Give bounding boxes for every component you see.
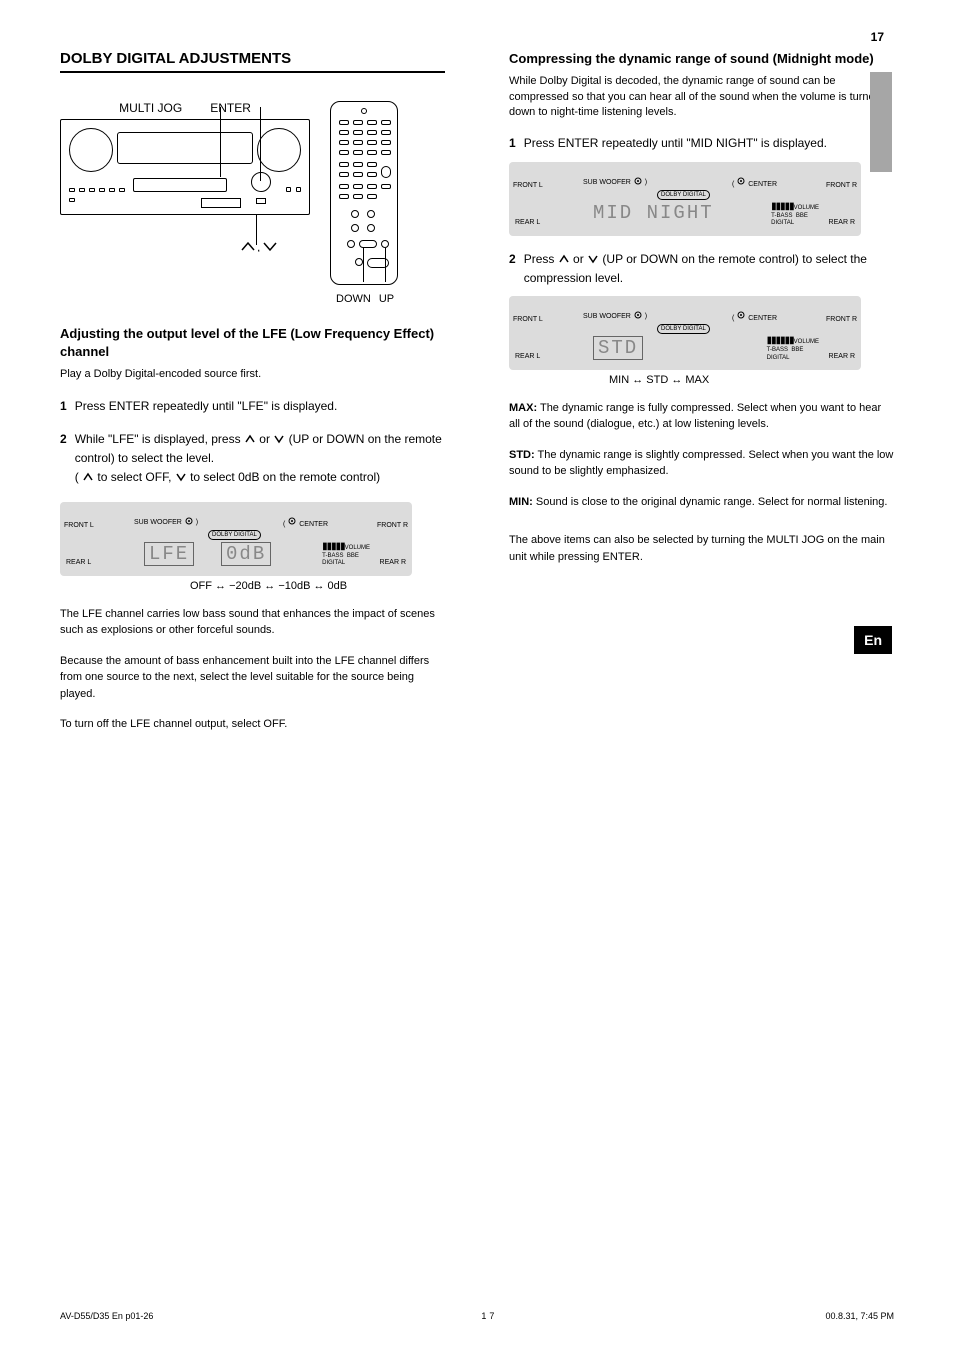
lfe-lcd-display: FRONT L FRONT R REAR L REAR R SUB WOOFER… [60,502,412,576]
side-tab [870,72,892,172]
lfe-precondition: Play a Dolby Digital-encoded source firs… [60,367,445,382]
chevron-down-icon [273,434,285,444]
drc-level-std: STD: The dynamic range is slightly compr… [509,447,894,480]
drc-step-1: 1 Press ENTER repeatedly until "MID NIGH… [509,134,894,153]
label-up: UP [379,293,394,305]
label-down: DOWN [336,293,371,305]
receiver-front-panel [60,119,310,215]
footer-timestamp: 00.8.31, 7:45 PM [825,1311,894,1321]
lfe-heading: Adjusting the output level of the LFE (L… [60,325,445,361]
page-number-top: 17 [871,30,884,44]
chevron-up-icon [244,434,256,444]
drc-precondition: While Dolby Digital is decoded, the dyna… [509,74,894,120]
drc-level-min: MIN: Sound is close to the original dyna… [509,494,894,511]
remote-control [330,101,398,285]
lang-badge: En [854,626,892,654]
equipment-diagram: MULTI JOG ENTER [60,101,445,285]
lfe-body-1: The LFE channel carries low bass sound t… [60,606,445,639]
right-column: Compressing the dynamic range of sound (… [501,50,894,733]
lfe-options-caption: OFF ↔ −20dB ↔ −10dB ↔ 0dB [60,580,445,592]
chevron-down-icon [175,472,187,482]
drc-lcd-2: FRONT L FRONT R REAR L REAR R SUB WOOFER… [509,296,861,370]
footer: AV-D55/D35 En p01-26 17 00.8.31, 7:45 PM [60,1311,894,1321]
drc-level-max: MAX: The dynamic range is fully compress… [509,400,894,433]
drc-step-2: 2 Press or (UP or DOWN on the remote con… [509,250,894,288]
chevron-down-icon [587,254,599,264]
chevron-up-icon [558,254,570,264]
drc-options-caption: MIN ↔ STD ↔ MAX [509,374,894,386]
lfe-step-1: 1 Press ENTER repeatedly until "LFE" is … [60,397,445,416]
label-multi-jog: MULTI JOG [119,101,182,115]
lfe-body-3: To turn off the LFE channel output, sele… [60,716,445,733]
drc-heading: Compressing the dynamic range of sound (… [509,50,894,68]
section-title: DOLBY DIGITAL ADJUSTMENTS [60,50,445,73]
lfe-body-2: Because the amount of bass enhancement b… [60,653,445,703]
aux-note: The above items can also be selected by … [509,532,894,565]
chevron-up-icon [82,472,94,482]
footer-doc-name: AV-D55/D35 En p01-26 [60,1311,153,1321]
label-enter: ENTER [210,101,251,115]
chevron-up-down-icon: , [240,240,280,252]
footer-page-num: 17 [481,1311,497,1321]
svg-text:,: , [257,240,260,252]
left-column: DOLBY DIGITAL ADJUSTMENTS MULTI JOG ENTE… [60,50,453,733]
drc-lcd-1: FRONT L FRONT R REAR L REAR R SUB WOOFER… [509,162,861,236]
lfe-step-2: 2 While "LFE" is displayed, press or (UP… [60,430,445,488]
